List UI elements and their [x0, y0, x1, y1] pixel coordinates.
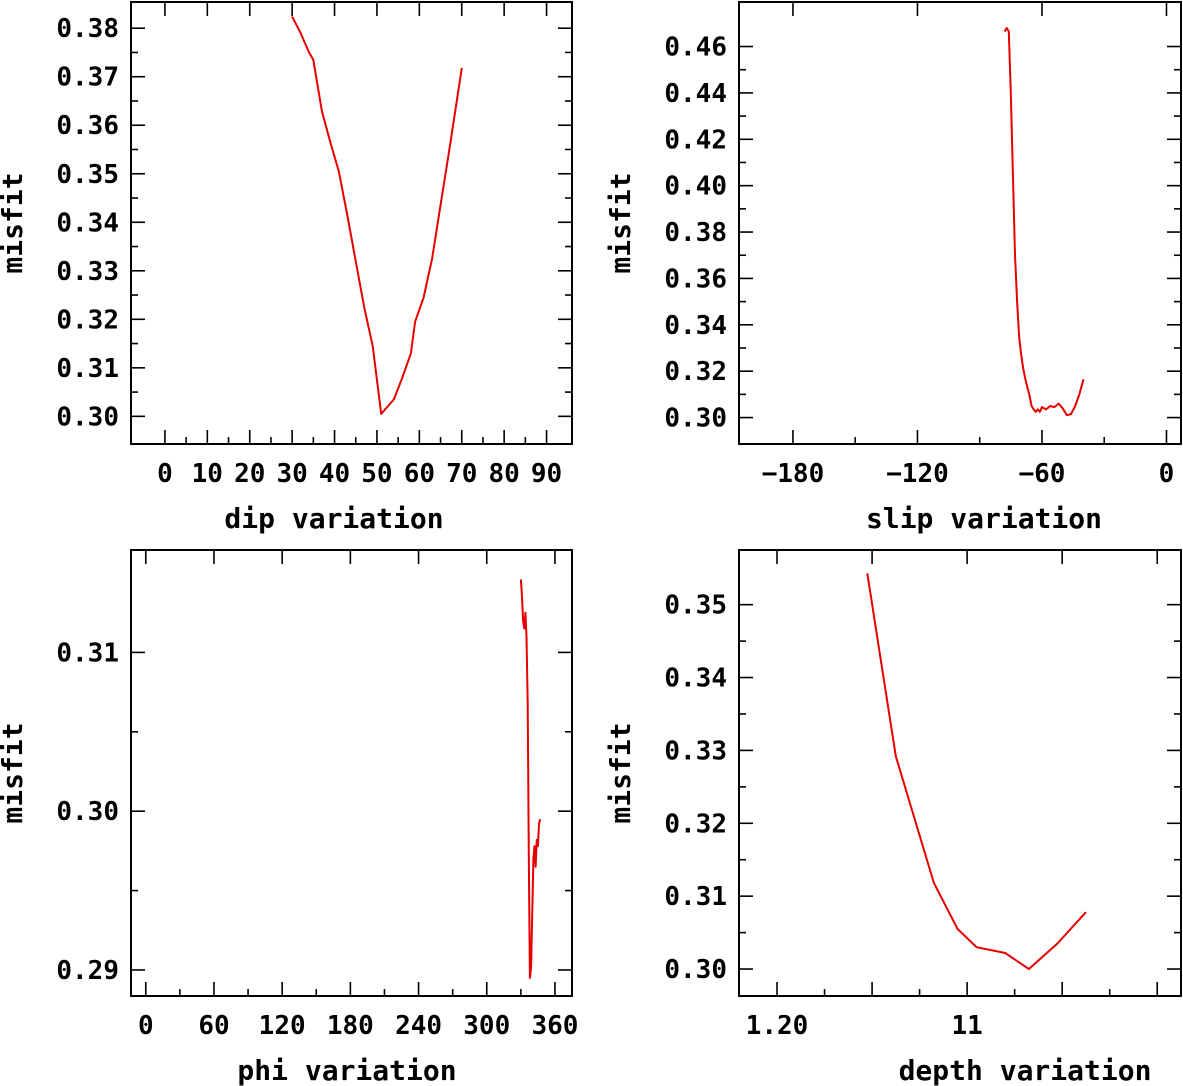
x-tick-label: −120 [886, 459, 949, 489]
plot-frame [738, 1, 1182, 445]
x-axis-label: dip variation [224, 502, 443, 535]
y-tick-label: 0.40 [664, 172, 727, 202]
y-tick-label: 0.30 [664, 955, 727, 985]
x-tick-label: 60 [404, 459, 435, 489]
plot-frame [130, 549, 573, 997]
x-tick-label: 90 [531, 459, 562, 489]
x-tick-label: −180 [762, 459, 825, 489]
y-tick-label: 0.32 [56, 305, 119, 335]
series-line-depth [866, 573, 1087, 970]
plot-frame [738, 549, 1182, 997]
y-tick-label: 0.30 [664, 404, 727, 434]
y-tick-label: 0.34 [664, 664, 727, 694]
y-tick-label: 0.33 [664, 736, 727, 766]
x-tick-label: 70 [446, 459, 477, 489]
y-tick-label: 0.29 [56, 956, 119, 986]
y-tick-label: 0.35 [56, 160, 119, 190]
x-tick-label: 1.20 [746, 1011, 809, 1041]
depth-variation-panel: 1.20 11 0.30 0.31 0.32 0.33 0.34 0.35 depth vari… [604, 549, 1182, 1086]
plot-frame [130, 1, 573, 445]
y-tick-label: 0.32 [664, 357, 727, 387]
y-tick-label: 0.31 [56, 354, 119, 384]
y-axis-label: misfit [604, 722, 637, 823]
x-tick-label: 120 [259, 1011, 306, 1041]
series-line-phi [519, 579, 542, 979]
x-tick-label: 360 [531, 1011, 578, 1041]
x-tick-label: 60 [198, 1011, 229, 1041]
x-tick-label: −60 [1018, 459, 1065, 489]
y-tick-label: 0.44 [664, 79, 727, 109]
dip-variation-panel: 0 10 20 30 40 50 60 70 80 90 0.30 0.31 0.32 0.33 0.34 0… [0, 1, 573, 535]
x-tick-label: 0 [1159, 459, 1175, 489]
y-tick-label: 0.34 [56, 208, 119, 238]
y-tick-label: 0.34 [664, 311, 727, 341]
x-tick-label: 300 [463, 1011, 510, 1041]
x-tick-label: 0 [138, 1011, 154, 1041]
y-tick-label: 0.35 [664, 591, 727, 621]
x-tick-label: 180 [327, 1011, 374, 1041]
y-axis-label: misfit [604, 172, 637, 273]
x-tick-label: 20 [234, 459, 265, 489]
x-tick-label: 80 [488, 459, 519, 489]
y-tick-label: 0.46 [664, 33, 727, 63]
y-axis-label: misfit [0, 172, 29, 273]
y-tick-label: 0.33 [56, 257, 119, 287]
x-tick-label: 30 [276, 459, 307, 489]
x-axis-label: depth variation [899, 1054, 1152, 1086]
y-tick-label: 0.36 [664, 264, 727, 294]
y-tick-label: 0.30 [56, 797, 119, 827]
y-tick-label: 0.38 [664, 218, 727, 248]
y-tick-label: 0.36 [56, 111, 119, 141]
y-tick-label: 0.31 [664, 882, 727, 912]
x-tick-label: 11 [951, 1011, 982, 1041]
y-tick-label: 0.37 [56, 63, 119, 93]
x-tick-label: 0 [157, 459, 173, 489]
series-line-slip [1003, 27, 1085, 417]
y-axis-label: misfit [0, 722, 29, 823]
y-tick-label: 0.30 [56, 402, 119, 432]
y-tick-label: 0.31 [56, 638, 119, 668]
x-tick-label: 40 [319, 459, 350, 489]
x-axis-label: phi variation [237, 1054, 456, 1086]
x-axis-label: slip variation [866, 502, 1102, 535]
y-tick-label: 0.32 [664, 809, 727, 839]
y-tick-label: 0.38 [56, 14, 119, 44]
slip-variation-panel: −180 −120 −60 0 0.30 0.32 0.34 0.36 0.38 0.40 0.42… [604, 1, 1182, 535]
y-tick-label: 0.42 [664, 125, 727, 155]
x-tick-label: 10 [192, 459, 223, 489]
series-line-dip [291, 16, 463, 415]
x-tick-label: 240 [395, 1011, 442, 1041]
x-tick-label: 50 [361, 459, 392, 489]
phi-variation-panel: 0 60 120 180 240 300 360 0.29 0.30 0.31 phi variat… [0, 549, 578, 1086]
